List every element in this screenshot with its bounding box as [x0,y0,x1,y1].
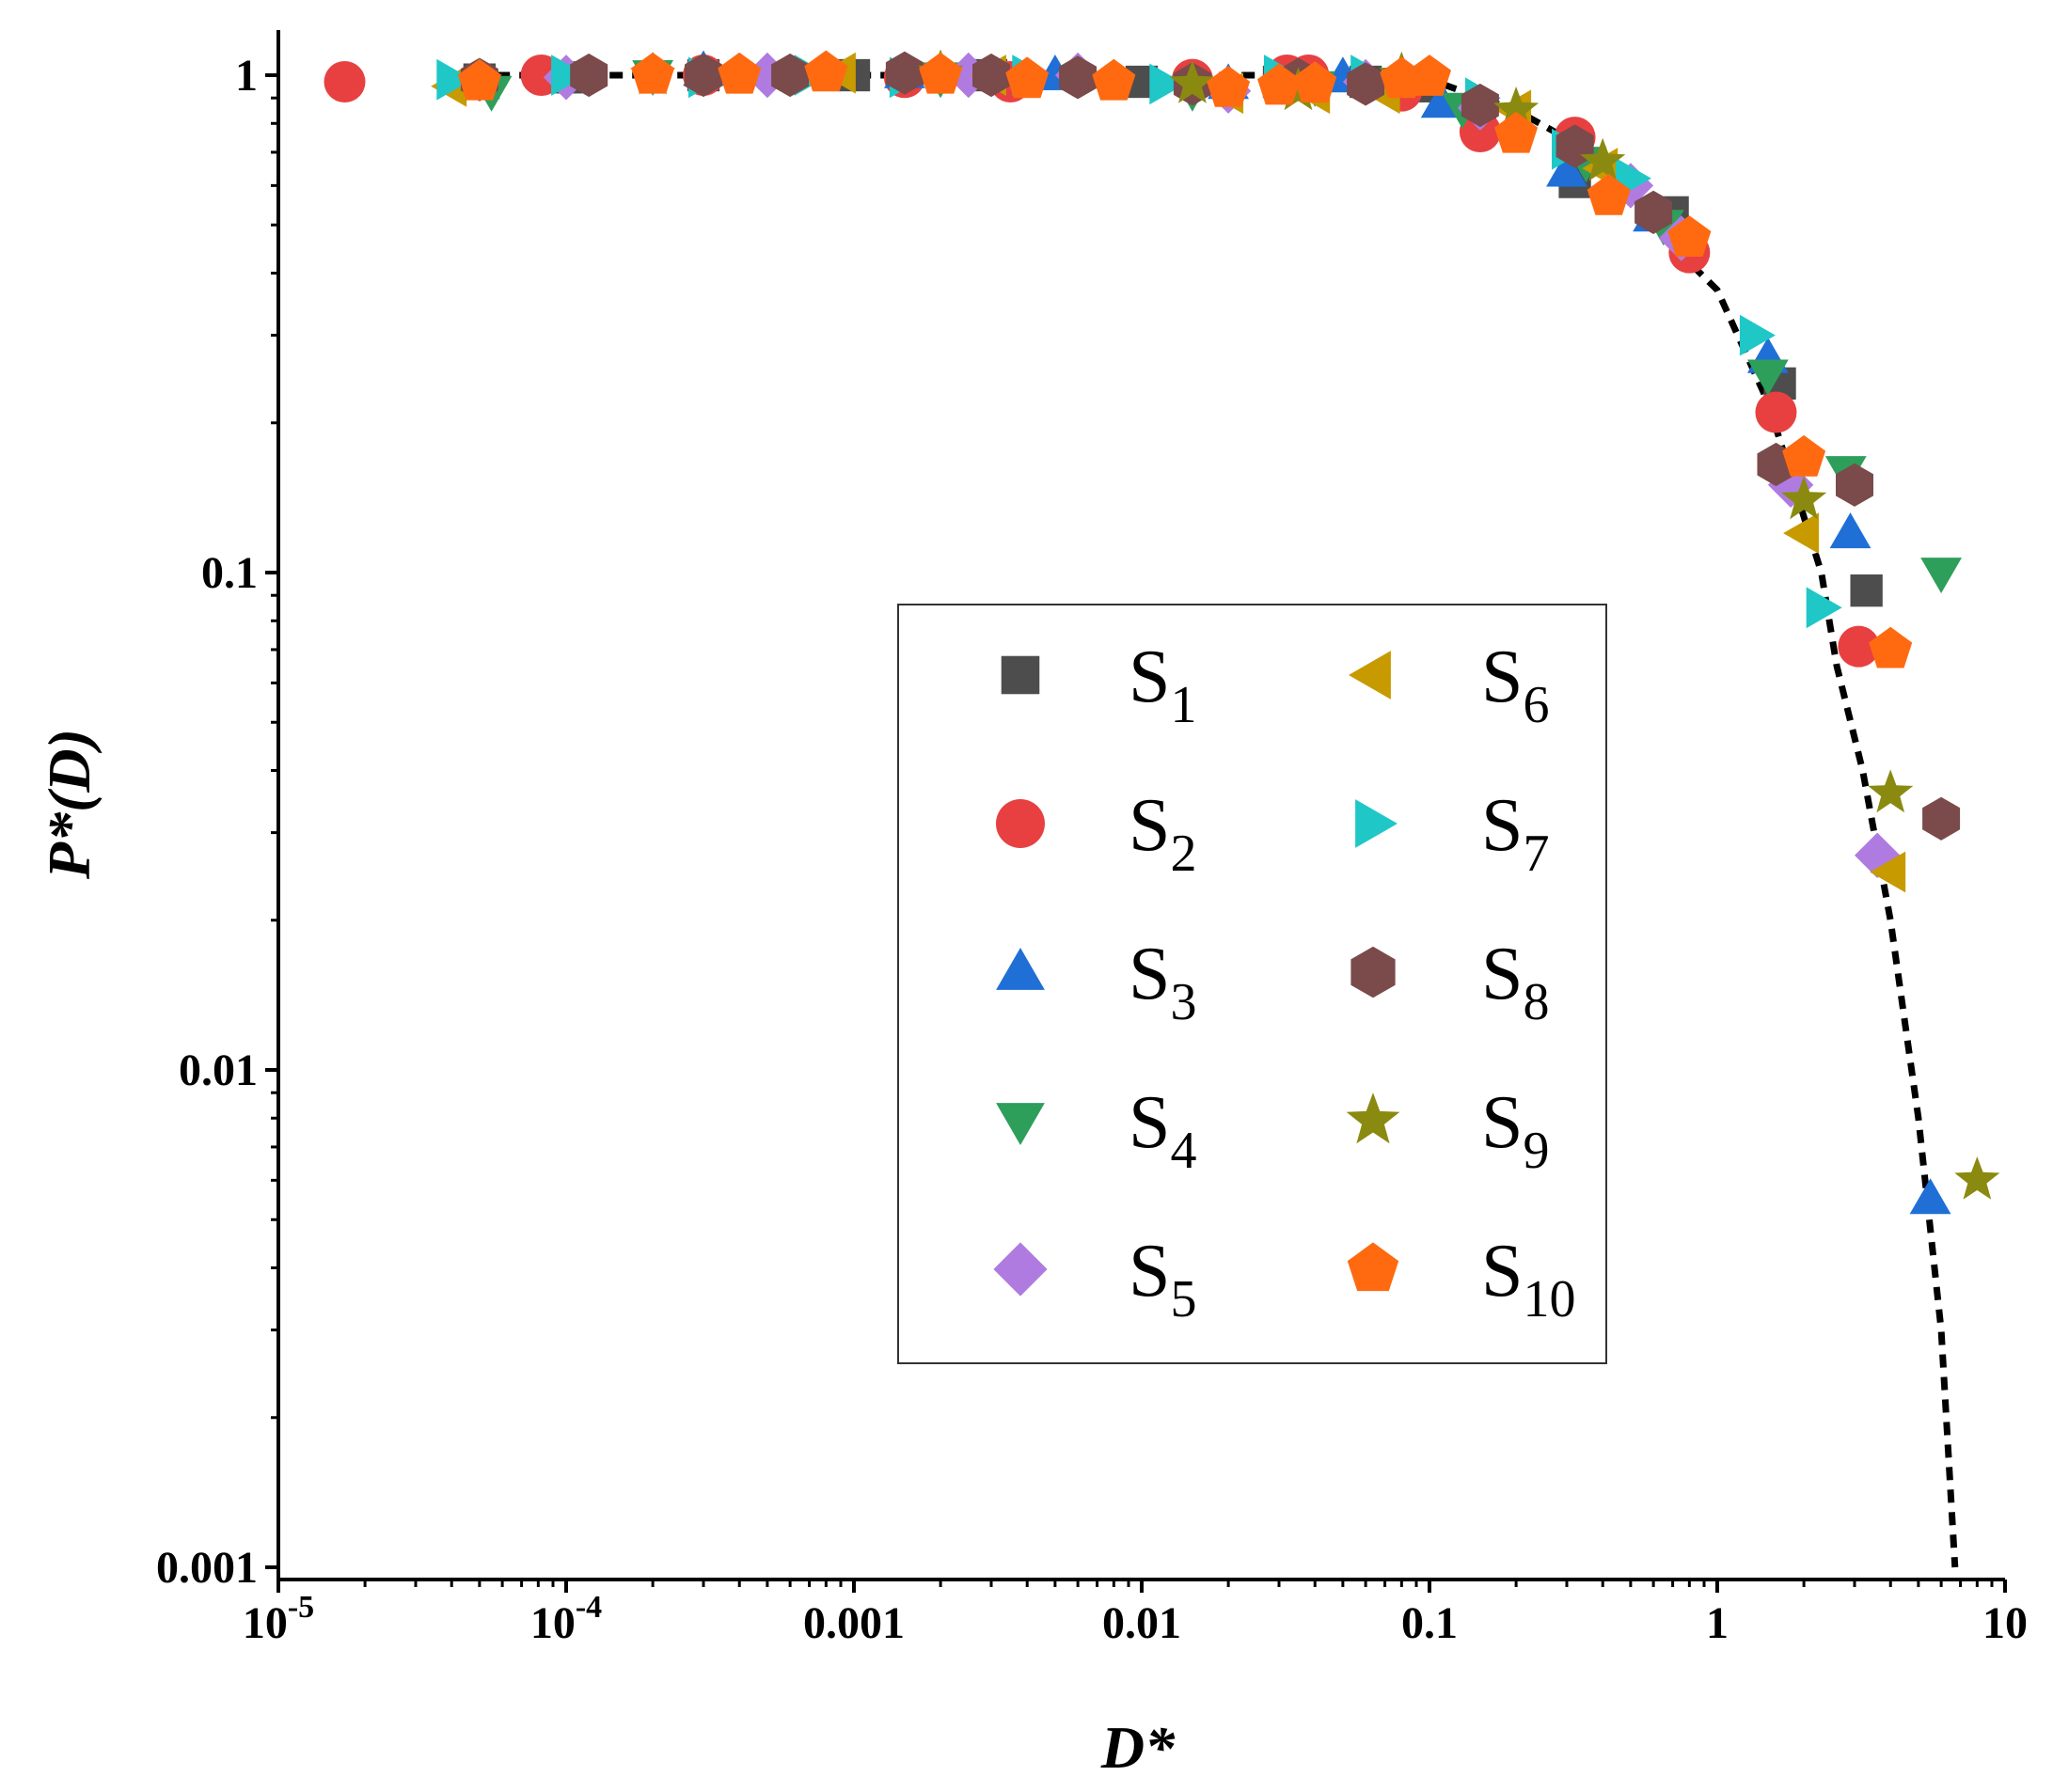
data-point [1850,574,1883,607]
data-point [718,52,762,94]
legend-label: S9 [1481,1081,1550,1180]
legend-marker [1001,655,1040,695]
x-tick-label: 0.001 [803,1598,905,1648]
legend-label: S1 [1129,636,1197,734]
data-point [1954,1156,2000,1200]
data-point [1782,434,1826,477]
x-tick-label: 0.1 [1401,1598,1458,1648]
data-point [324,60,366,102]
legend-marker [996,1103,1045,1145]
data-point [1580,137,1626,181]
data-point [685,53,722,98]
data-point [457,58,501,101]
legend-label: S4 [1129,1081,1197,1180]
series-S10 [457,50,1913,668]
data-point [972,53,1010,98]
legend-marker [996,799,1045,848]
y-tick-label: 1 [235,51,258,101]
data-point [1635,190,1673,234]
x-tick-label: 10 [1982,1598,2028,1648]
legend-label: S5 [1129,1230,1197,1328]
legend-marker [993,1242,1048,1297]
series-S7 [436,55,1842,629]
series-S2 [324,55,1880,668]
data-point [1149,63,1186,105]
data-point [1059,55,1098,100]
x-axis-title: D* [1100,1714,1176,1781]
data-point [1868,769,1914,813]
data-point [1838,625,1880,668]
legend-marker [1346,1092,1400,1144]
legend-label: S8 [1481,933,1550,1031]
data-point [1920,558,1962,593]
data-point [885,51,924,95]
legend-label: S2 [1129,784,1197,883]
data-point [1739,314,1776,356]
data-point [1207,66,1251,107]
y-tick-label: 0.001 [156,1543,258,1593]
data-point [1909,1178,1951,1215]
data-point [1836,463,1873,507]
x-tick-label: 10-4 [530,1590,602,1648]
data-point [804,50,848,92]
data-point [1855,832,1901,878]
data-point [1587,173,1631,215]
data-point [1092,58,1136,101]
data-point [570,53,608,98]
x-tick-label: 10-5 [243,1590,314,1648]
data-point [1461,83,1499,128]
data-point [1459,111,1501,153]
data-points-layer [324,49,2000,1215]
data-point [1783,512,1820,554]
data-point [1293,61,1337,102]
data-point [1408,55,1451,96]
legend-label: S7 [1481,784,1550,883]
data-point [1747,359,1789,396]
series-S1 [463,58,1883,607]
series-S4 [470,60,1962,593]
data-point [1546,150,1587,187]
data-point [1922,796,1961,841]
data-point [1870,851,1906,893]
y-tick-label: 0.01 [179,1045,258,1095]
data-point [1781,476,1827,520]
data-point [919,52,963,94]
legend: S1 S2 S3 S4 S5 S6 S7 S8 S9 S10 [897,604,1607,1364]
legend-marker [1355,799,1398,848]
y-axis-title: P*(D) [36,729,103,880]
data-point [1169,60,1215,103]
legend-marker [1350,946,1396,998]
y-tick-label: 0.1 [201,548,258,598]
data-point [1005,56,1050,99]
legend-marker [1347,1242,1399,1292]
x-tick-label: 1 [1706,1598,1729,1648]
data-point [631,52,675,94]
data-point [1869,626,1913,668]
legend-marker [996,948,1045,990]
data-point [1257,63,1301,105]
data-point [551,55,587,96]
legend-label: S6 [1481,636,1550,734]
axes: 10-5 10-4 0.001 0.01 0.1 1 10 1 0.1 0.01 0.001 [156,30,2028,1648]
data-point [1829,512,1871,549]
data-point [1494,111,1539,153]
data-point [1755,391,1797,433]
data-point [436,58,473,101]
x-tick-label: 0.01 [1102,1598,1181,1648]
legend-label: S3 [1129,933,1197,1031]
data-point [771,53,810,98]
legend-label: S10 [1481,1230,1576,1328]
data-point [1347,62,1385,106]
data-point [1806,587,1842,629]
data-point [1493,86,1540,130]
legend-marker [1349,651,1391,700]
data-point [1667,215,1712,257]
